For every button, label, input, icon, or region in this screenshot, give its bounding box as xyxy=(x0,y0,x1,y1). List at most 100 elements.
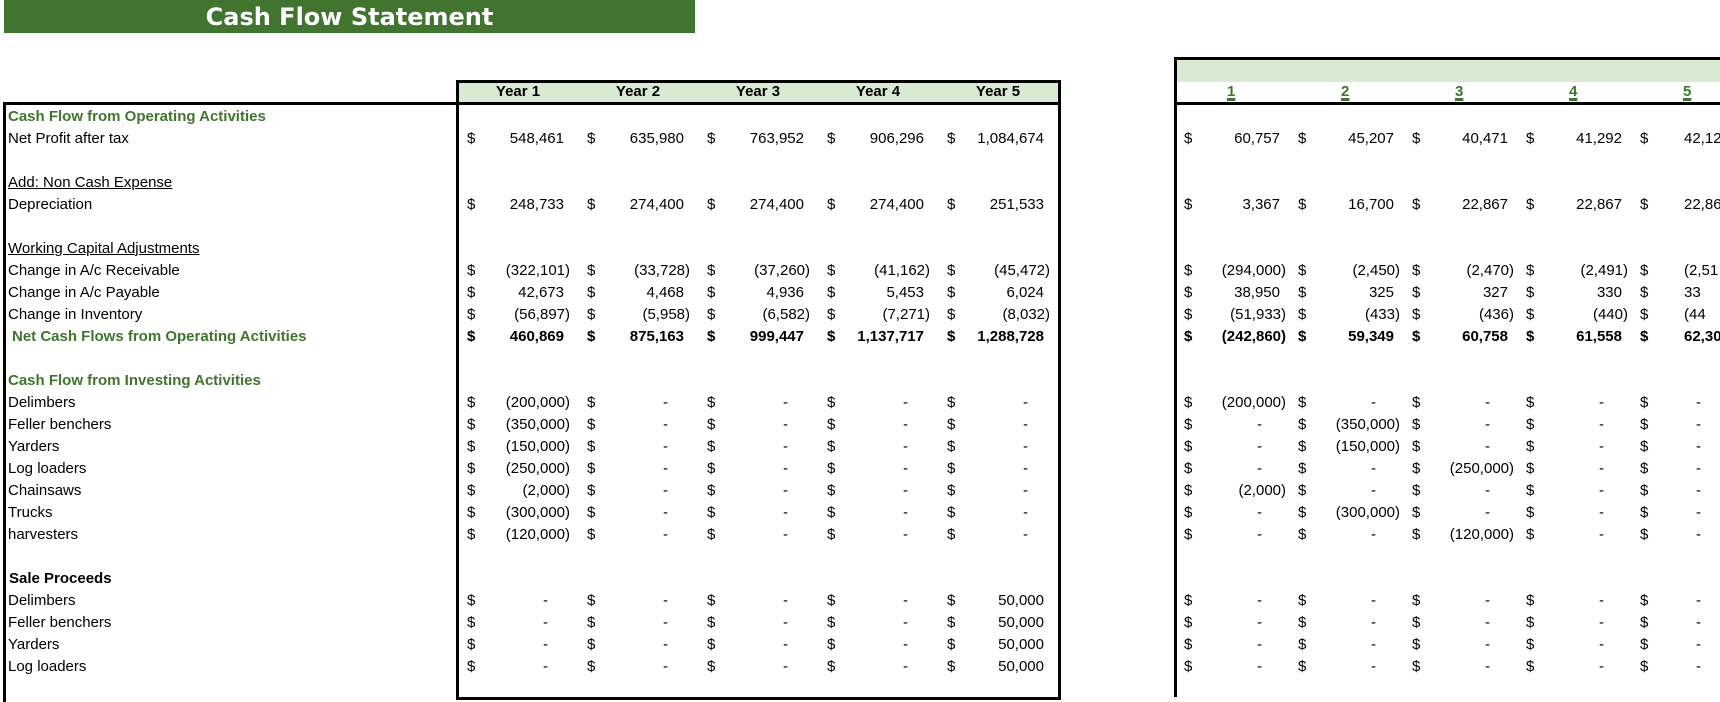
table-cell[interactable]: - xyxy=(543,636,548,653)
table-cell[interactable]: - xyxy=(1023,482,1028,499)
table-cell[interactable]: 248,733 xyxy=(509,196,564,213)
table-cell[interactable]: (300,000) xyxy=(505,504,570,521)
table-cell[interactable]: - xyxy=(1599,416,1604,433)
table-cell[interactable]: - xyxy=(1023,416,1028,433)
table-cell[interactable]: - xyxy=(783,394,788,411)
table-cell[interactable]: (350,000) xyxy=(1335,416,1400,433)
table-cell[interactable]: 22,86 xyxy=(1684,196,1720,213)
table-cell[interactable]: (242,860) xyxy=(1221,328,1286,345)
table-cell[interactable]: - xyxy=(783,614,788,631)
table-cell[interactable]: (37,260) xyxy=(754,262,810,279)
table-cell[interactable]: 61,558 xyxy=(1576,328,1622,345)
table-cell[interactable]: - xyxy=(903,592,908,609)
table-cell[interactable]: - xyxy=(1599,460,1604,477)
table-cell[interactable]: (440) xyxy=(1592,306,1628,323)
table-cell[interactable]: - xyxy=(903,504,908,521)
table-cell[interactable]: - xyxy=(543,614,548,631)
table-cell[interactable]: 330 xyxy=(1596,284,1622,301)
table-cell[interactable]: - xyxy=(1599,526,1604,543)
table-cell[interactable]: 251,533 xyxy=(989,196,1044,213)
table-cell[interactable]: (56,897) xyxy=(514,306,570,323)
table-cell[interactable]: (120,000) xyxy=(1449,526,1514,543)
table-cell[interactable]: - xyxy=(903,636,908,653)
table-cell[interactable]: (2,000) xyxy=(1238,482,1286,499)
table-cell[interactable]: (5,958) xyxy=(642,306,690,323)
table-cell[interactable]: - xyxy=(1485,658,1490,675)
table-cell[interactable]: - xyxy=(1599,482,1604,499)
table-cell[interactable]: - xyxy=(1696,482,1701,499)
table-cell[interactable]: - xyxy=(663,460,668,477)
table-cell[interactable]: - xyxy=(663,482,668,499)
table-cell[interactable]: 906,296 xyxy=(869,130,924,147)
table-cell[interactable]: (2,51 xyxy=(1684,262,1719,279)
table-cell[interactable]: - xyxy=(1696,592,1701,609)
table-cell[interactable]: - xyxy=(1023,526,1028,543)
table-cell[interactable]: (433) xyxy=(1364,306,1400,323)
table-cell[interactable]: - xyxy=(1485,438,1490,455)
table-cell[interactable]: (200,000) xyxy=(1221,394,1286,411)
table-cell[interactable]: - xyxy=(663,592,668,609)
table-cell[interactable]: 50,000 xyxy=(998,658,1044,675)
table-cell[interactable]: - xyxy=(1696,438,1701,455)
table-cell[interactable]: - xyxy=(1371,636,1376,653)
table-cell[interactable]: - xyxy=(663,394,668,411)
table-cell[interactable]: (150,000) xyxy=(505,438,570,455)
table-cell[interactable]: - xyxy=(1599,614,1604,631)
table-cell[interactable]: 274,400 xyxy=(629,196,684,213)
table-cell[interactable]: (150,000) xyxy=(1335,438,1400,455)
table-cell[interactable]: - xyxy=(1023,394,1028,411)
table-cell[interactable]: 50,000 xyxy=(998,636,1044,653)
table-cell[interactable]: 325 xyxy=(1368,284,1394,301)
table-cell[interactable]: 16,700 xyxy=(1348,196,1394,213)
table-cell[interactable]: - xyxy=(1485,504,1490,521)
table-cell[interactable]: - xyxy=(1599,394,1604,411)
table-cell[interactable]: - xyxy=(783,438,788,455)
table-cell[interactable]: 50,000 xyxy=(998,614,1044,631)
table-cell[interactable]: - xyxy=(663,636,668,653)
table-cell[interactable]: 4,936 xyxy=(766,284,804,301)
table-cell[interactable]: - xyxy=(903,416,908,433)
table-cell[interactable]: (2,000) xyxy=(522,482,570,499)
table-cell[interactable]: - xyxy=(783,526,788,543)
table-cell[interactable]: - xyxy=(663,614,668,631)
table-cell[interactable]: (2,491) xyxy=(1580,262,1628,279)
table-cell[interactable]: - xyxy=(903,658,908,675)
table-cell[interactable]: (6,582) xyxy=(762,306,810,323)
table-cell[interactable]: - xyxy=(1257,592,1262,609)
table-cell[interactable]: (51,933) xyxy=(1230,306,1286,323)
table-cell[interactable]: - xyxy=(1696,614,1701,631)
table-cell[interactable]: 274,400 xyxy=(869,196,924,213)
table-cell[interactable]: - xyxy=(1257,504,1262,521)
table-cell[interactable]: - xyxy=(1371,526,1376,543)
table-cell[interactable]: - xyxy=(1257,460,1262,477)
table-cell[interactable]: 6,024 xyxy=(1006,284,1044,301)
table-cell[interactable]: - xyxy=(1371,592,1376,609)
table-cell[interactable]: 763,952 xyxy=(749,130,804,147)
table-cell[interactable]: (322,101) xyxy=(505,262,570,279)
table-cell[interactable]: - xyxy=(903,482,908,499)
table-cell[interactable]: 38,950 xyxy=(1234,284,1280,301)
table-cell[interactable]: 62,30 xyxy=(1684,328,1720,345)
table-cell[interactable]: - xyxy=(1371,460,1376,477)
table-cell[interactable]: - xyxy=(903,438,908,455)
table-cell[interactable]: - xyxy=(1257,438,1262,455)
table-cell[interactable]: - xyxy=(663,438,668,455)
table-cell[interactable]: - xyxy=(663,416,668,433)
table-cell[interactable]: - xyxy=(1599,504,1604,521)
table-cell[interactable]: - xyxy=(1371,614,1376,631)
table-cell[interactable]: 3,367 xyxy=(1242,196,1280,213)
table-cell[interactable]: - xyxy=(903,526,908,543)
table-cell[interactable]: 5,453 xyxy=(886,284,924,301)
table-cell[interactable]: - xyxy=(1371,394,1376,411)
table-cell[interactable]: 42,12 xyxy=(1684,130,1720,147)
table-cell[interactable]: 22,867 xyxy=(1462,196,1508,213)
table-cell[interactable]: (8,032) xyxy=(1002,306,1050,323)
table-cell[interactable]: - xyxy=(783,482,788,499)
table-cell[interactable]: (7,271) xyxy=(882,306,930,323)
table-cell[interactable]: 22,867 xyxy=(1576,196,1622,213)
table-cell[interactable]: - xyxy=(1485,592,1490,609)
table-cell[interactable]: 41,292 xyxy=(1576,130,1622,147)
table-cell[interactable]: (350,000) xyxy=(505,416,570,433)
table-cell[interactable]: - xyxy=(1485,394,1490,411)
table-cell[interactable]: 875,163 xyxy=(629,328,684,345)
